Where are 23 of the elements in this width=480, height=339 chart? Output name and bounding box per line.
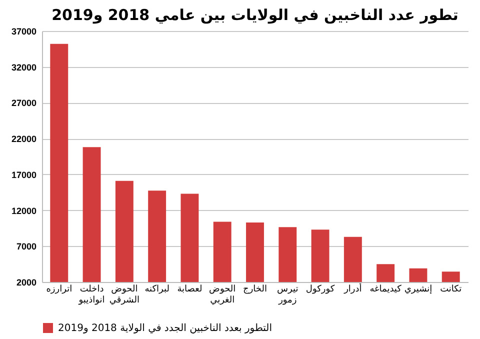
y-tick-label: 12000 — [11, 206, 36, 216]
x-tick-label: تكانت — [440, 284, 462, 294]
y-tick-label: 27000 — [11, 98, 36, 108]
x-tick-label: الحوض الغربي — [209, 284, 236, 306]
chart-title: تطور عدد الناخبين في الولايات بين عامي 2018 و2019 — [52, 6, 458, 24]
x-tick-label: لبراكنه — [144, 284, 170, 294]
x-tick-label: أدرار — [343, 282, 362, 294]
x-tick-label: كيديماغه — [370, 284, 402, 294]
x-tick-label: الخارج — [243, 284, 267, 294]
legend-label: التطور بعدد الناخبين الجدد في الولاية 2018 و2019 — [58, 323, 272, 334]
x-tick-label: لعصابة — [177, 284, 202, 294]
x-tick-label: كوركول — [306, 284, 336, 294]
y-tick-label: 2000 — [16, 278, 36, 288]
y-tick-label: 7000 — [16, 242, 36, 252]
y-tick-label: 17000 — [11, 170, 36, 180]
x-tick-label: اترارزه — [46, 284, 72, 294]
x-tick-label: إنشيري — [404, 284, 432, 294]
x-tick-label: الحوض الشرقي — [109, 284, 140, 306]
x-tick-label: تيرس زمور — [277, 284, 299, 306]
x-tick-label: داخلت انواذيبو — [78, 284, 105, 306]
y-tick-label: 32000 — [11, 62, 36, 72]
y-tick-label: 22000 — [11, 134, 36, 144]
y-tick-label: 37000 — [11, 26, 36, 36]
